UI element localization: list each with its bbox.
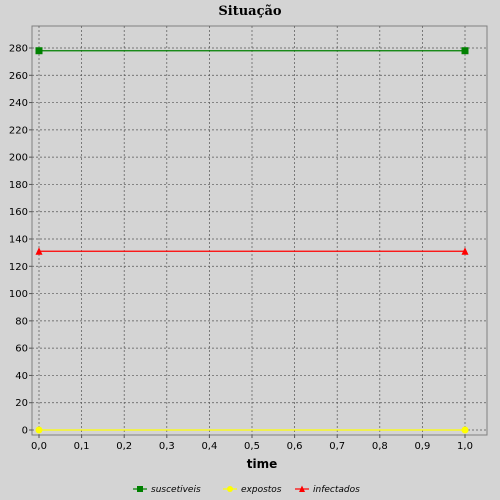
x-tick-label: 0,6 bbox=[287, 441, 303, 452]
x-tick-label: 0,7 bbox=[329, 441, 345, 452]
x-tick-label: 0,4 bbox=[201, 441, 217, 452]
y-tick-label: 40 bbox=[15, 371, 28, 382]
x-tick-label: 0,5 bbox=[244, 441, 260, 452]
data-point bbox=[137, 486, 143, 492]
data-point bbox=[461, 47, 469, 55]
legend-item-infectados: infectados bbox=[295, 485, 360, 495]
y-tick-label: 220 bbox=[9, 125, 28, 136]
series-suscetiveis bbox=[35, 47, 469, 55]
legend-label: expostos bbox=[241, 485, 282, 495]
data-point bbox=[35, 47, 43, 55]
legend-label: suscetiveis bbox=[151, 485, 201, 495]
chart-title: Situação bbox=[218, 4, 282, 19]
y-tick-label: 180 bbox=[9, 180, 28, 191]
x-tick-label: 1,0 bbox=[457, 441, 473, 452]
x-tick-label: 0,9 bbox=[414, 441, 430, 452]
y-tick-label: 260 bbox=[9, 71, 28, 82]
y-tick-label: 0 bbox=[22, 426, 28, 437]
y-tick-label: 100 bbox=[9, 289, 28, 300]
data-point bbox=[461, 426, 469, 434]
legend-item-suscetiveis: suscetiveis bbox=[133, 485, 201, 495]
x-tick-label: 0,2 bbox=[116, 441, 132, 452]
plot-area bbox=[31, 25, 488, 436]
legend: suscetiveis expostos infectados bbox=[133, 485, 360, 495]
x-axis-label: time bbox=[247, 457, 278, 471]
y-tick-label: 200 bbox=[9, 153, 28, 164]
series-expostos bbox=[35, 426, 469, 434]
y-tick-label: 120 bbox=[9, 262, 28, 273]
series bbox=[35, 47, 469, 434]
legend-label: infectados bbox=[313, 485, 360, 495]
y-tick-label: 80 bbox=[15, 316, 28, 327]
data-point bbox=[35, 247, 43, 255]
series-infectados bbox=[35, 247, 469, 255]
grid bbox=[29, 26, 487, 438]
y-tick-label: 160 bbox=[9, 207, 28, 218]
x-tick-label: 0,8 bbox=[372, 441, 388, 452]
x-tick-label: 0,0 bbox=[31, 441, 47, 452]
y-tick-label: 280 bbox=[9, 44, 28, 55]
y-tick-label: 240 bbox=[9, 98, 28, 109]
data-point bbox=[461, 247, 469, 255]
data-point bbox=[227, 486, 233, 492]
y-tick-label: 60 bbox=[15, 344, 28, 355]
y-tick-label: 20 bbox=[15, 398, 28, 409]
x-tick-label: 0,3 bbox=[159, 441, 175, 452]
data-point bbox=[299, 485, 305, 492]
x-tick-label: 0,1 bbox=[74, 441, 90, 452]
tick-labels: 0,0 0,1 0,2 0,3 0,4 0,5 0,6 0,7 0,8 0,9 1,0 0 20 40 60… bbox=[9, 44, 473, 453]
data-point bbox=[35, 426, 43, 434]
y-tick-label: 140 bbox=[9, 235, 28, 246]
legend-item-expostos: expostos bbox=[223, 485, 282, 495]
